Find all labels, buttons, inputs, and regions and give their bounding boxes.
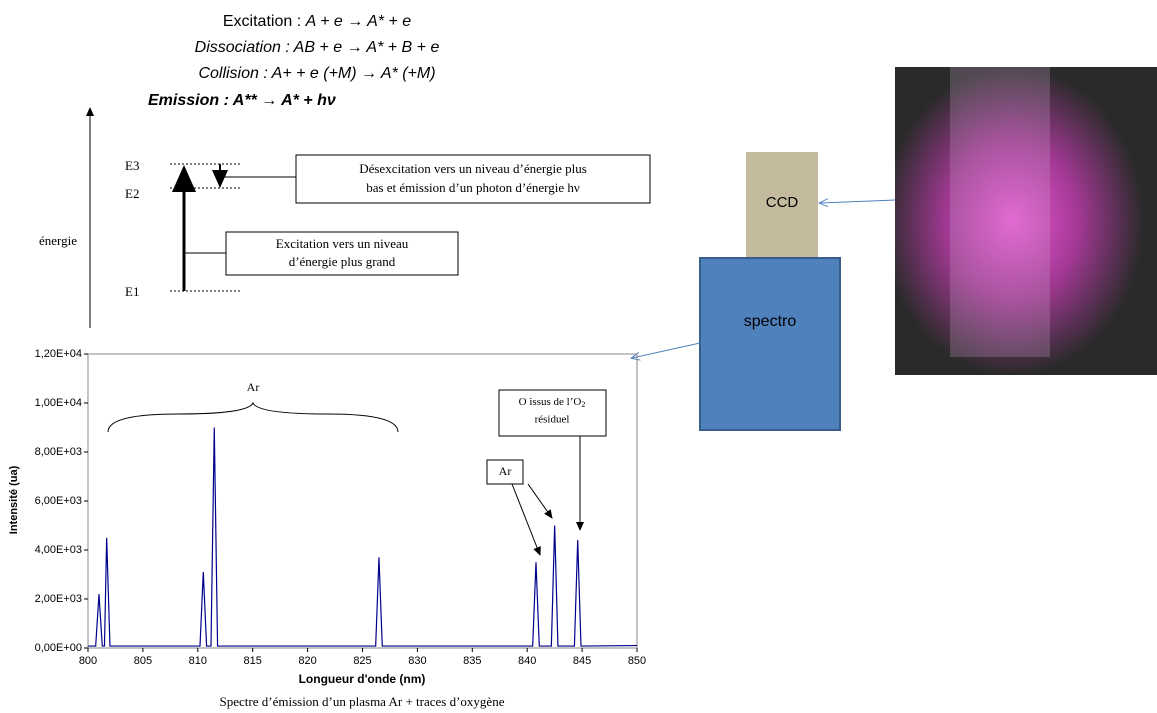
- chart: Intensité (ua) Longueur d'onde (nm) Spec…: [8, 348, 646, 709]
- y-tick-label: 0,00E+00: [35, 642, 82, 654]
- photo-tube: [950, 67, 1050, 357]
- callout-text: bas et émission d’un photon d’énergie hν: [366, 180, 580, 195]
- x-tick-label: 805: [134, 655, 152, 667]
- x-tick-label: 850: [628, 655, 646, 667]
- x-tick-label: 820: [298, 655, 316, 667]
- y-tick-label: 2,00E+03: [35, 593, 82, 605]
- annotation: O issus de l’O2: [519, 396, 586, 409]
- annotation: Ar: [247, 380, 260, 394]
- annotation-arrow: [511, 483, 541, 556]
- spectro-box: [699, 257, 841, 431]
- callout: [295, 154, 651, 204]
- x-tick-label: 835: [463, 655, 481, 667]
- annotation: Ar: [499, 464, 512, 478]
- y-tick-label: 6,00E+03: [35, 495, 82, 507]
- equation: Excitation : A + e → A* + e: [223, 13, 411, 30]
- callout-text: d’énergie plus grand: [289, 254, 396, 269]
- pointer: [632, 342, 701, 358]
- x-tick-label: 840: [518, 655, 536, 667]
- x-tick-label: 815: [244, 655, 262, 667]
- level-label: E1: [125, 284, 139, 299]
- energy-label: énergie: [39, 233, 77, 248]
- pointer: [820, 200, 896, 203]
- spectrum-line: [88, 427, 638, 647]
- annotation-box: [498, 389, 607, 437]
- callout: [225, 231, 459, 276]
- x-tick-label: 825: [353, 655, 371, 667]
- spectro-label: spectro: [744, 313, 797, 330]
- y-tick-label: 1,00E+04: [35, 397, 82, 409]
- x-tick-label: 800: [79, 655, 97, 667]
- annotation-box: [486, 459, 524, 485]
- y-tick-label: 4,00E+03: [35, 544, 82, 556]
- level-label: E2: [125, 186, 139, 201]
- y-tick-label: 1,20E+04: [35, 348, 82, 360]
- brace: [107, 401, 399, 433]
- x-tick-label: 830: [408, 655, 426, 667]
- y-axis-title: Intensité (ua): [8, 465, 20, 534]
- annotation: résiduel: [535, 414, 570, 426]
- ccd-box: [746, 152, 818, 258]
- x-axis-title: Longueur d'onde (nm): [299, 672, 426, 686]
- level-label: E3: [125, 158, 139, 173]
- caption: Spectre d’émission d’un plasma Ar + trac…: [220, 694, 505, 709]
- callout-text: Excitation vers un niveau: [276, 236, 409, 251]
- x-tick-label: 845: [573, 655, 591, 667]
- equation: Emission : A** → A* + hν: [148, 92, 336, 109]
- ccd-label: CCD: [766, 194, 799, 211]
- equation: Collision : A+ + e (+M) → A* (+M): [198, 65, 435, 82]
- callout-text: Désexcitation vers un niveau d’énergie p…: [359, 161, 587, 176]
- photo-glow: [895, 67, 1157, 375]
- y-tick-label: 8,00E+03: [35, 446, 82, 458]
- annotation-arrow: [527, 483, 553, 519]
- equation: Dissociation : AB + e → A* + B + e: [195, 39, 440, 56]
- x-tick-label: 810: [189, 655, 207, 667]
